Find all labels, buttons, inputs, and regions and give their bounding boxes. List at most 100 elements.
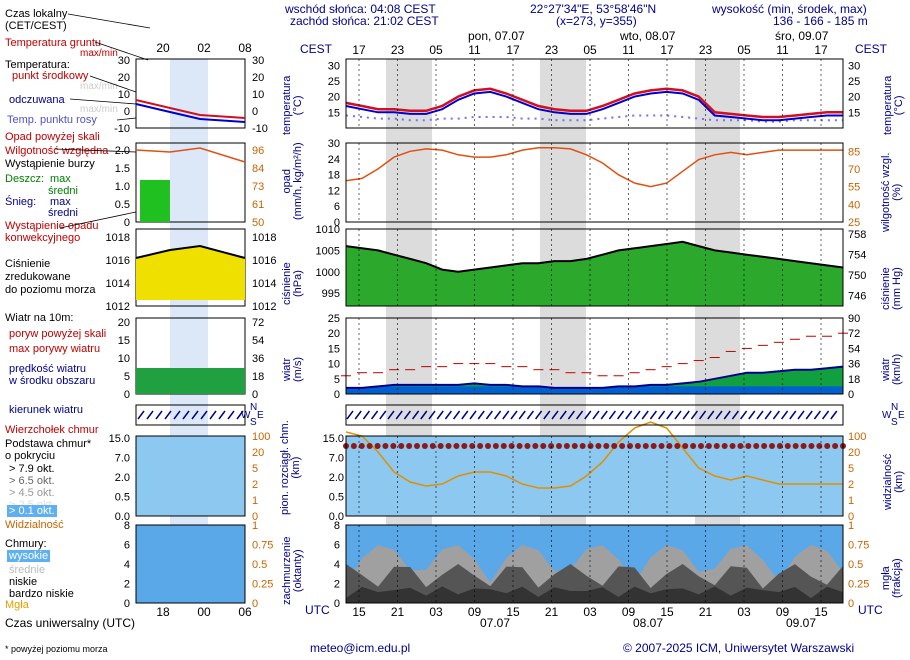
cloud-top-dot (808, 443, 815, 449)
cloud-top-dot (721, 443, 728, 449)
legend-snow-mean: średni (48, 207, 78, 219)
cloud-top-dot (824, 443, 831, 449)
panel-frame-cover (345, 524, 844, 604)
wind-arrow (707, 410, 715, 420)
wind-arrow (756, 410, 764, 420)
pressure-area (346, 241, 843, 306)
tick-wind-right: 90 (848, 313, 860, 325)
left-pr-tick: 0 (124, 217, 130, 229)
wind-arrow (666, 410, 674, 420)
panel-frame-temp (345, 58, 844, 129)
wind-arrow (674, 410, 682, 420)
wind-arrow (354, 410, 362, 420)
left-fog-tick: 0.5 (252, 559, 267, 571)
tick-prec-left: 12 (328, 185, 340, 197)
legend-snow-max: max (50, 196, 71, 208)
left-frame-temp (135, 58, 246, 129)
left-pres-tick: 1016 (106, 255, 130, 267)
left-cover-tick: 8 (124, 520, 130, 532)
wind-arrow (764, 410, 772, 420)
legend-gust-above: poryw powyżej skali (9, 328, 107, 340)
tick-temp-left: 15 (328, 107, 340, 119)
cloud-top-dot (477, 443, 484, 449)
cloud-top-dot (524, 443, 531, 449)
legend-high: wysokie (7, 550, 51, 562)
left-vis-tick: 5 (252, 463, 258, 475)
tick-temp-right: 20 (848, 92, 860, 104)
tick-wind-left: 0 (334, 389, 340, 401)
left-pres-tick-r: 1016 (252, 255, 276, 267)
cloud-top-dot (729, 443, 736, 449)
left-rh-tick: 73 (252, 181, 264, 193)
wind-arrow (469, 410, 477, 420)
tick-cover-left: 2 (334, 579, 340, 591)
legend-wind-speed: prędkość wiatru w środku obszaru (9, 363, 96, 387)
tick-prec-left: 24 (328, 154, 340, 166)
wind-arrow (821, 410, 830, 420)
left-wind-tick-r: 54 (252, 335, 264, 347)
utc-tick: 15 (660, 605, 674, 619)
utc-tick: 15 (814, 605, 828, 619)
tick-pres-right: 746 (848, 291, 866, 303)
wind-arrow (510, 410, 518, 420)
left-pressure-area (136, 246, 245, 300)
left-pr-tick: 2.0 (115, 145, 130, 157)
wind-arrow (362, 410, 370, 420)
left-cloud-tick: 15.0 (109, 433, 130, 445)
legend-wind-dir: kierunek wiatru (9, 404, 83, 416)
wind-arrow (444, 410, 452, 420)
cloud-top-dot (437, 443, 444, 449)
cloud-top-dot (650, 443, 657, 449)
left-pres-tick-r: 1014 (252, 278, 276, 290)
legend-cloud-top: Wierzchołek chmur (5, 424, 99, 436)
sunset-text: zachód słońca: 21:02 CEST (290, 14, 439, 28)
tick-wind-right: 18 (848, 374, 860, 386)
wind-arrow (731, 410, 740, 420)
tick-temp-right: 15 (848, 107, 860, 119)
wind-arrow (830, 410, 838, 420)
wind-arrow (575, 410, 584, 420)
tick-fog-right: 0 (848, 598, 854, 610)
legend-feels: odczuwana (9, 94, 65, 106)
left-pres-tick: 1014 (106, 278, 130, 290)
left-bottom-tick: 18 (156, 605, 170, 619)
tick-cloud-left: 15.0 (323, 433, 344, 445)
cloud-top-dot (753, 443, 760, 449)
precip-axis-title-left: opad (mm/h, kg/m²/h) (281, 142, 304, 220)
cloud-top-dot (595, 443, 602, 449)
cloud-top-dot (658, 443, 665, 449)
tick-pres-right: 758 (848, 229, 866, 241)
day-label-1: pon, 07.07 (468, 29, 525, 43)
footnote: * powyżej poziomu morza (5, 644, 108, 654)
left-wind-area (136, 368, 245, 394)
legend-leader (94, 41, 149, 61)
wind-arrow (436, 410, 444, 420)
cest-label-right: CEST (855, 42, 888, 56)
footer-email[interactable]: meteo@icm.edu.pl (310, 641, 411, 655)
left-rh-tick: 61 (252, 199, 264, 211)
cloud-top-dot (619, 443, 626, 449)
wind-arrow (453, 410, 461, 420)
left-bottom-tick: 06 (238, 605, 252, 619)
wind-arrow (551, 410, 559, 420)
tick-temp-right: 30 (848, 60, 860, 72)
left-pressure-line (135, 244, 246, 259)
left-cloud-tick: 0.5 (115, 492, 130, 504)
tick-cloud-left: 2.0 (329, 472, 344, 484)
left-top-tick: 02 (197, 41, 211, 55)
left-pr-tick: 1.5 (115, 163, 130, 175)
left-temp-tick-r: 10 (252, 89, 264, 101)
legend-rain-mean: średni (48, 185, 78, 197)
panel-frame-pres (345, 228, 844, 307)
left-frame-cover (135, 524, 246, 604)
wind-arrow (584, 410, 592, 420)
legend-mid-point: punkt środkowy (12, 70, 89, 82)
cloud-top-dot (485, 443, 491, 449)
legend-local-time: Czas lokalny (CET/CEST) (5, 8, 68, 32)
cloud-top-dot (698, 443, 704, 449)
left-fog-tick: 0.25 (252, 579, 273, 591)
cloud-top-dot (390, 443, 397, 449)
cover-axis-title-right: mgła (frakcja) (880, 558, 903, 598)
cloud-top-dot (421, 443, 428, 449)
